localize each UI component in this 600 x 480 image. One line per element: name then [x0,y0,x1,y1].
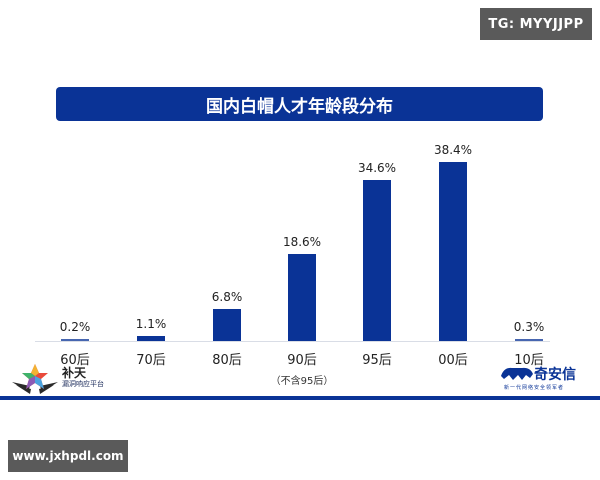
qianxin-subtitle: 新一代网络安全领军者 [504,385,565,391]
qianxin-name: 奇安信 [534,367,576,383]
x-tick-label: 80后 [212,353,242,368]
bar-5 [439,162,467,341]
qianxin-logo: 奇安信 新一代网络安全领军者 [500,364,595,394]
x-tick-label: 10后 [514,353,544,368]
bar-0 [61,339,89,341]
bar-value-label: 34.6% [357,160,397,175]
bar-value-label: 18.6% [282,235,322,250]
bar-2 [213,309,241,341]
star-wings-icon [12,364,58,394]
x-axis-baseline [35,341,550,342]
bar-chart: 0.2% 60后 1.1% 70后 6.8% 80后 18.6% 90后 34.6% 95后 38.… [35,143,550,368]
bar-1 [137,335,165,341]
x-tick-label: 90后 [287,353,317,368]
note-90-label: （不含95后） [270,376,334,387]
x-tick-label: 60后 [60,353,90,368]
bar-value-label: 1.1% [135,316,167,331]
bar-4 [363,179,391,341]
bar-3 [288,254,316,341]
x-tick-label: 70后 [136,353,166,368]
bar-value-label: 0.3% [513,320,545,334]
butian-subtitle: 漏洞响应平台 [62,380,104,388]
bar-value-label: 6.8% [211,290,243,305]
chart-title: 国内白帽人才年龄段分布 [56,87,543,121]
butian-logo: 补天 漏洞响应平台 [10,362,110,396]
bar-value-label: 0.2% [59,320,91,334]
bar-value-label: 38.4% [433,143,473,157]
watermark-bottom: www.jxhpdl.com [8,440,128,472]
footer-band [0,396,600,400]
x-tick-label: 95后 [362,353,392,368]
watermark-top: TG: MYYJJPP [480,8,592,40]
x-tick-label: 00后 [438,353,468,368]
tiger-icon [501,367,533,380]
butian-name: 补天 [62,366,87,380]
bar-6 [515,339,543,341]
